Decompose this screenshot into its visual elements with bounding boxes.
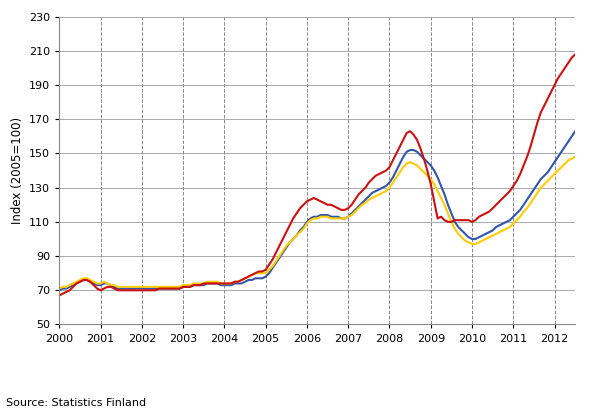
Text: Source: Statistics Finland: Source: Statistics Finland — [6, 398, 146, 408]
Total turnover — [486, 230, 493, 235]
Domestic turnover — [486, 235, 493, 240]
Line: Domestic turnover: Domestic turnover — [59, 155, 585, 289]
Domestic turnover — [582, 153, 589, 158]
Export turnover — [486, 209, 493, 214]
Domestic turnover — [56, 286, 63, 291]
Total turnover — [390, 175, 397, 180]
Export turnover — [241, 276, 248, 281]
Domestic turnover — [238, 277, 245, 282]
Total turnover — [448, 211, 455, 216]
Y-axis label: Index (2005=100): Index (2005=100) — [11, 117, 24, 224]
Total turnover — [56, 288, 63, 293]
Export turnover — [238, 277, 245, 282]
Export turnover — [582, 54, 589, 59]
Domestic turnover — [506, 225, 514, 230]
Export turnover — [56, 293, 63, 298]
Total turnover — [238, 281, 245, 286]
Total turnover — [241, 279, 248, 284]
Domestic turnover — [390, 180, 397, 185]
Export turnover — [448, 219, 455, 224]
Domestic turnover — [575, 153, 582, 158]
Total turnover — [582, 119, 589, 124]
Domestic turnover — [448, 219, 455, 224]
Line: Total turnover: Total turnover — [59, 121, 585, 290]
Domestic turnover — [241, 276, 248, 281]
Export turnover — [575, 48, 582, 53]
Line: Export turnover: Export turnover — [59, 51, 585, 295]
Export turnover — [506, 188, 514, 193]
Total turnover — [506, 218, 514, 223]
Export turnover — [390, 158, 397, 163]
